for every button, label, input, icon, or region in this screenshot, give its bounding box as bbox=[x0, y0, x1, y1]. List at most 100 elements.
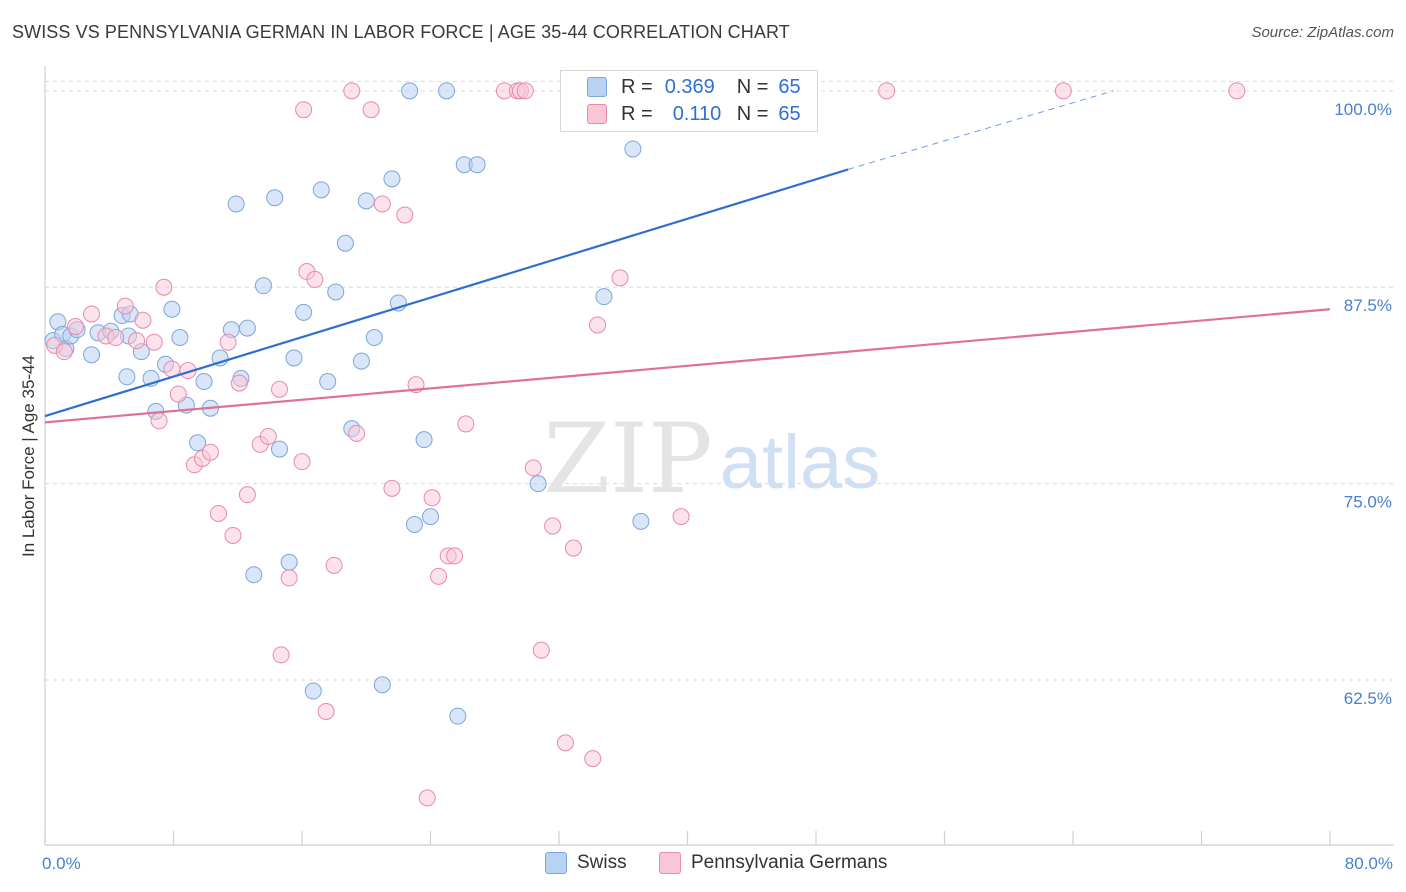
data-point-pennsylvania-germans bbox=[134, 311, 152, 329]
legend-row-swiss: R = 0.369 N = 65 bbox=[587, 74, 801, 100]
data-point-pennsylvania-germans bbox=[516, 82, 534, 100]
y-axis-label: In Labor Force | Age 35-44 bbox=[19, 355, 38, 557]
trend-line-swiss bbox=[44, 168, 849, 418]
data-point-pennsylvania-germans bbox=[169, 385, 187, 403]
data-point-pennsylvania-germans bbox=[280, 569, 298, 587]
data-point-pennsylvania-germans bbox=[295, 101, 313, 119]
data-point-pennsylvania-germans bbox=[532, 641, 550, 659]
data-point-pennsylvania-germans bbox=[1054, 82, 1072, 100]
trend-line-swiss-extension bbox=[847, 90, 1114, 170]
data-point-pennsylvania-germans bbox=[446, 547, 464, 565]
legend-n-label: N = bbox=[736, 102, 769, 125]
data-point-pennsylvania-germans bbox=[1228, 82, 1246, 100]
series-swiss-points bbox=[44, 82, 809, 725]
x-tick-label: 0.0% bbox=[42, 854, 81, 873]
data-point-swiss bbox=[319, 373, 337, 391]
data-point-swiss bbox=[171, 329, 189, 347]
legend-r-value: 0.110 bbox=[672, 102, 722, 125]
data-point-swiss bbox=[449, 707, 467, 725]
data-point-pennsylvania-germans bbox=[584, 750, 602, 768]
data-point-swiss bbox=[624, 140, 642, 158]
data-point-pennsylvania-germans bbox=[325, 556, 343, 574]
data-point-pennsylvania-germans bbox=[343, 82, 361, 100]
data-point-swiss bbox=[295, 303, 313, 321]
data-point-pennsylvania-germans bbox=[55, 343, 73, 361]
data-point-swiss bbox=[401, 82, 419, 100]
axes bbox=[44, 66, 1394, 846]
series-legend: Swiss Pennsylvania Germans bbox=[0, 852, 1406, 878]
data-point-swiss bbox=[266, 189, 284, 207]
data-point-pennsylvania-germans bbox=[201, 443, 219, 461]
data-point-swiss bbox=[336, 234, 354, 252]
data-point-swiss bbox=[285, 349, 303, 367]
legend-r-label: R = bbox=[621, 102, 653, 125]
data-point-pennsylvania-germans bbox=[672, 508, 690, 526]
data-point-pennsylvania-germans bbox=[128, 332, 146, 350]
legend-r-value: 0.369 bbox=[664, 75, 715, 98]
data-point-swiss bbox=[373, 676, 391, 694]
data-point-pennsylvania-germans bbox=[524, 459, 542, 477]
data-point-swiss bbox=[195, 373, 213, 391]
data-point-swiss bbox=[529, 475, 547, 493]
watermark-zip: ZIP bbox=[543, 403, 712, 515]
data-point-pennsylvania-germans bbox=[878, 82, 896, 100]
data-point-pennsylvania-germans bbox=[224, 526, 242, 544]
data-point-pennsylvania-germans bbox=[271, 380, 289, 398]
data-point-pennsylvania-germans bbox=[418, 789, 436, 807]
legend-n-label: N = bbox=[736, 75, 769, 98]
data-point-pennsylvania-germans bbox=[67, 318, 85, 336]
data-point-swiss bbox=[422, 508, 439, 526]
data-point-swiss bbox=[415, 431, 433, 449]
data-point-pennsylvania-germans bbox=[564, 539, 582, 557]
data-point-pennsylvania-germans bbox=[238, 486, 256, 504]
watermark-atlas: atlas bbox=[720, 420, 881, 505]
correlation-legend: R = 0.369 N = 65 R = 0.110 N = 65 bbox=[560, 70, 818, 132]
series-pennsylvania-germans-points bbox=[46, 82, 1246, 807]
data-point-pennsylvania-germans bbox=[556, 734, 574, 752]
data-point-swiss bbox=[83, 346, 101, 364]
data-point-pennsylvania-germans bbox=[116, 297, 134, 315]
data-point-pennsylvania-germans bbox=[348, 424, 366, 442]
data-point-swiss bbox=[468, 156, 486, 174]
data-point-swiss bbox=[245, 566, 263, 584]
data-point-swiss bbox=[238, 319, 256, 337]
legend-swatch-pennsylvania-germans bbox=[659, 852, 681, 874]
legend-swatch-swiss bbox=[545, 852, 567, 874]
legend-item-swiss[interactable]: Swiss bbox=[545, 852, 627, 874]
data-point-swiss bbox=[271, 440, 289, 458]
legend-r-label: R = bbox=[621, 75, 653, 98]
data-point-pennsylvania-germans bbox=[396, 206, 414, 224]
legend-label-swiss: Swiss bbox=[577, 852, 627, 873]
data-point-pennsylvania-germans bbox=[272, 646, 290, 664]
data-point-swiss bbox=[280, 553, 298, 571]
data-point-pennsylvania-germans bbox=[423, 489, 441, 507]
legend-label-pennsylvania-germans: Pennsylvania Germans bbox=[691, 852, 888, 873]
data-point-swiss bbox=[163, 300, 181, 318]
legend-item-pennsylvania-germans[interactable]: Pennsylvania Germans bbox=[659, 852, 887, 874]
data-point-pennsylvania-germans bbox=[457, 415, 475, 433]
data-point-swiss bbox=[227, 195, 245, 213]
data-point-pennsylvania-germans bbox=[362, 101, 380, 119]
data-point-pennsylvania-germans bbox=[209, 504, 227, 522]
data-point-pennsylvania-germans bbox=[430, 567, 448, 585]
data-point-swiss bbox=[189, 434, 207, 452]
chart-title: SWISS VS PENNSYLVANIA GERMAN IN LABOR FO… bbox=[12, 22, 790, 42]
data-point-pennsylvania-germans bbox=[317, 702, 335, 720]
data-point-swiss bbox=[304, 682, 322, 700]
data-point-swiss bbox=[632, 512, 650, 530]
data-point-pennsylvania-germans bbox=[544, 517, 562, 535]
data-point-pennsylvania-germans bbox=[150, 412, 168, 430]
legend-n-value: 65 bbox=[778, 102, 801, 125]
data-point-pennsylvania-germans bbox=[306, 270, 324, 288]
trend-line-pennsylvania-germans bbox=[44, 308, 1331, 424]
data-point-swiss bbox=[312, 181, 330, 199]
data-point-swiss bbox=[405, 515, 423, 533]
data-point-pennsylvania-germans bbox=[259, 428, 277, 446]
data-point-swiss bbox=[365, 329, 383, 347]
data-point-pennsylvania-germans bbox=[230, 374, 248, 392]
y-tick-label: 100.0% bbox=[1334, 100, 1392, 119]
y-tick-label: 87.5% bbox=[1344, 296, 1392, 315]
data-point-pennsylvania-germans bbox=[611, 269, 629, 287]
data-point-swiss bbox=[357, 192, 375, 210]
